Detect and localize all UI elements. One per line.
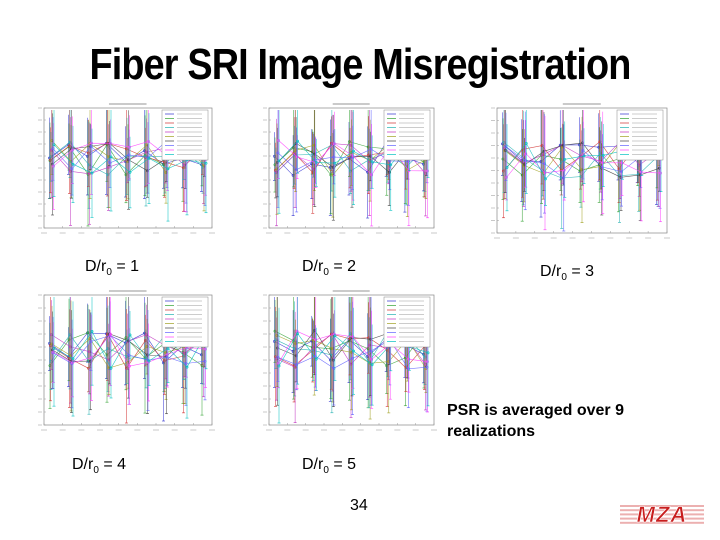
plot-thumbnail [483,100,673,245]
caption-plot-3: D/r0 = 3 [540,263,595,284]
plot-thumbnail [255,100,440,240]
caption-plot-2: D/r0 = 2 [302,258,357,279]
misregistration-plot-1 [30,100,218,240]
plot-thumbnail [30,100,218,240]
svg-text:MZA: MZA [637,503,688,527]
mza-logo-icon: MZA [620,502,704,527]
plot-thumbnail [30,287,218,437]
misregistration-plot-3 [483,100,673,245]
misregistration-plot-4 [30,287,218,437]
slide-title: Fiber SRI Image Misregistration [89,40,631,89]
plot-thumbnail [255,287,440,437]
psr-note: PSR is averaged over 9 realizations [447,402,624,440]
caption-plot-5: D/r0 = 5 [302,456,357,477]
page-number: 34 [350,497,368,514]
misregistration-plot-5 [255,287,440,437]
caption-plot-4: D/r0 = 4 [72,456,127,477]
caption-plot-1: D/r0 = 1 [85,258,140,279]
misregistration-plot-2 [255,100,440,240]
mza-logo: MZA [618,502,706,532]
